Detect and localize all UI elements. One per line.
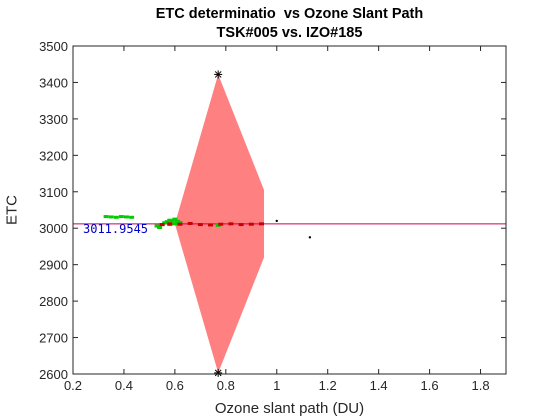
y-tick-label: 3300 [39, 112, 68, 127]
x-tick-label: 0.6 [166, 378, 184, 393]
y-tick-label: 3500 [39, 39, 68, 54]
x-axis-label: Ozone slant path (DU) [214, 400, 365, 417]
data-point [108, 215, 114, 219]
data-point [197, 223, 203, 227]
data-point [167, 218, 173, 222]
data-point [275, 219, 278, 223]
x-tick-label: 1.6 [421, 378, 439, 393]
x-tick-label: 1.4 [370, 378, 388, 393]
data-point [172, 222, 178, 226]
etc-value-label: 3011.9545 [83, 222, 149, 236]
y-axis-label: ETC [3, 195, 21, 225]
data-point [248, 222, 254, 226]
data-point [218, 222, 224, 226]
data-point [258, 222, 264, 226]
chart-subtitle: TSK#005 vs. IZO#185 [216, 25, 363, 41]
data-point [228, 222, 234, 226]
data-point [177, 222, 183, 226]
data-point [113, 215, 119, 219]
y-tick-label: 2600 [39, 367, 68, 382]
data-point [167, 222, 173, 226]
data-point [164, 220, 170, 224]
data-point [118, 215, 124, 219]
x-tick-label: 1.2 [319, 378, 337, 393]
axes: 0.2 0.4 0.6 0.8 1 1.2 1.4 1.6 1.8 2600 2700 2800 290… [39, 39, 507, 393]
y-tick-label: 3400 [39, 75, 68, 90]
x-tick-label: 1.8 [471, 378, 489, 393]
data-point [129, 215, 135, 219]
x-tick-label: 0.8 [217, 378, 235, 393]
extreme-marker [214, 368, 223, 377]
data-point [159, 223, 165, 227]
y-tick-label: 3000 [39, 221, 68, 236]
x-tick-label: 1 [273, 378, 280, 393]
plot-frame [72, 45, 507, 375]
extreme-marker-stroke [214, 369, 222, 377]
y-tick-label: 3100 [39, 185, 68, 200]
data-point [308, 236, 312, 239]
data-point [215, 223, 221, 227]
data-point [162, 221, 168, 225]
data-point [169, 219, 175, 223]
plot-content [73, 70, 506, 377]
data-point [174, 219, 180, 223]
chart-title: ETC determinatio vs Ozone Slant Path [155, 6, 424, 22]
data-point [177, 220, 183, 224]
data-point [187, 221, 193, 225]
data-point [123, 215, 129, 219]
y-tick-label: 3200 [39, 148, 68, 163]
y-tick-label: 2700 [39, 331, 68, 346]
data-point [172, 217, 178, 221]
data-point [238, 223, 244, 227]
data-point [154, 224, 160, 228]
extreme-marker [214, 70, 223, 79]
data-point [103, 215, 109, 219]
x-tick-label: 0.4 [115, 378, 133, 393]
data-point [208, 223, 214, 227]
x-tick-label: 0.2 [64, 378, 82, 393]
extreme-marker-stroke [214, 71, 222, 78]
y-tick-label: 2900 [39, 258, 68, 273]
y-tick-label: 2800 [39, 294, 68, 309]
data-point [157, 225, 163, 229]
